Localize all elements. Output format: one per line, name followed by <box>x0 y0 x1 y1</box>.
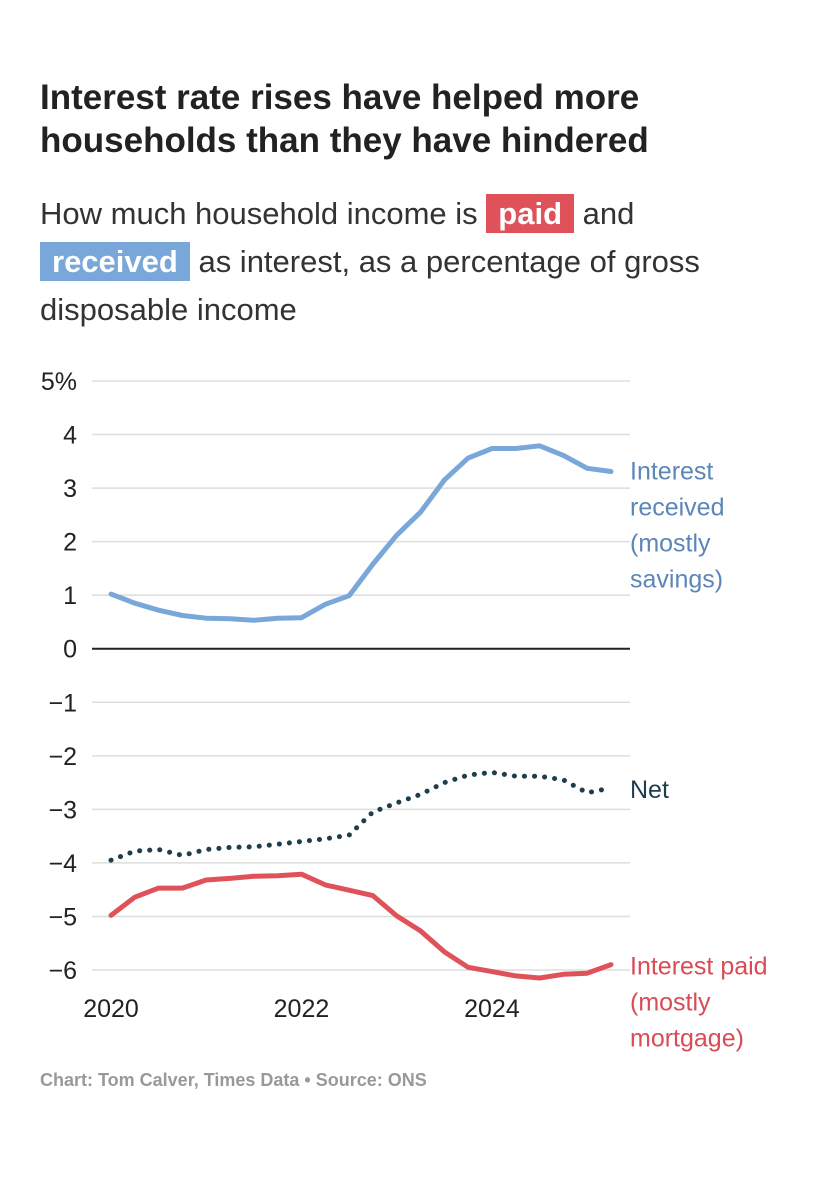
series-label-received: Interest received (mostly savings) <box>630 457 725 593</box>
y-tick-label: −2 <box>48 743 77 771</box>
series-label-paid: Interest paid (mostly mortgage) <box>630 953 768 1053</box>
subtitle-text-post: as interest, as a percentage of gross di… <box>40 244 700 327</box>
series-line-net <box>108 769 614 863</box>
y-tick-label: 0 <box>63 636 77 664</box>
y-tick-label: 4 <box>63 422 77 450</box>
y-tick-label: 2 <box>63 529 77 557</box>
series-label-line: Net <box>630 776 669 804</box>
series-label-line: received <box>630 493 725 521</box>
chart-subtitle: How much household income is paid and rec… <box>40 190 810 334</box>
grid-lines <box>92 380 630 971</box>
y-tick-label: −5 <box>48 903 77 931</box>
source-credit: Chart: Tom Calver, Times Data • Source: … <box>40 1070 427 1090</box>
series-lines <box>108 443 614 981</box>
series-label-line: Interest <box>630 457 713 485</box>
series-label-line: savings) <box>630 565 723 593</box>
y-tick-label: 5% <box>41 368 77 396</box>
chart-title: Interest rate rises have helped more hou… <box>40 78 649 160</box>
series-label-line: (mostly <box>630 529 711 557</box>
y-tick-label: −4 <box>48 850 77 878</box>
series-line-received <box>108 443 614 623</box>
y-tick-label: 1 <box>63 582 77 610</box>
series-label-net: Net <box>630 776 669 804</box>
series-label-line: Interest paid <box>630 953 768 981</box>
y-tick-label: −6 <box>48 957 77 985</box>
paid-highlight: paid <box>486 194 575 233</box>
line-chart: 5% 4 3 2 1 0 −1 −2 −3 −4 −5 −6 2020 2022 2024 Interes… <box>41 368 768 1053</box>
y-tick-label: −3 <box>48 796 77 824</box>
x-tick-label: 2024 <box>464 995 520 1023</box>
y-axis-ticks: 5% 4 3 2 1 0 −1 −2 −3 −4 −5 −6 <box>41 368 77 985</box>
subtitle-text-and: and <box>582 196 635 231</box>
received-highlight: received <box>40 242 190 281</box>
series-labels: Interest received (mostly savings) Net Intere… <box>630 457 768 1052</box>
series-label-line: (mostly <box>630 989 711 1017</box>
x-axis-ticks: 2020 2022 2024 <box>83 995 520 1023</box>
series-label-line: mortgage) <box>630 1025 744 1053</box>
x-tick-label: 2020 <box>83 995 139 1023</box>
series-line-paid <box>108 871 614 981</box>
y-tick-label: −1 <box>48 689 77 717</box>
subtitle-text-pre: How much household income is <box>40 196 478 231</box>
y-tick-label: 3 <box>63 475 77 503</box>
x-tick-label: 2022 <box>274 995 330 1023</box>
